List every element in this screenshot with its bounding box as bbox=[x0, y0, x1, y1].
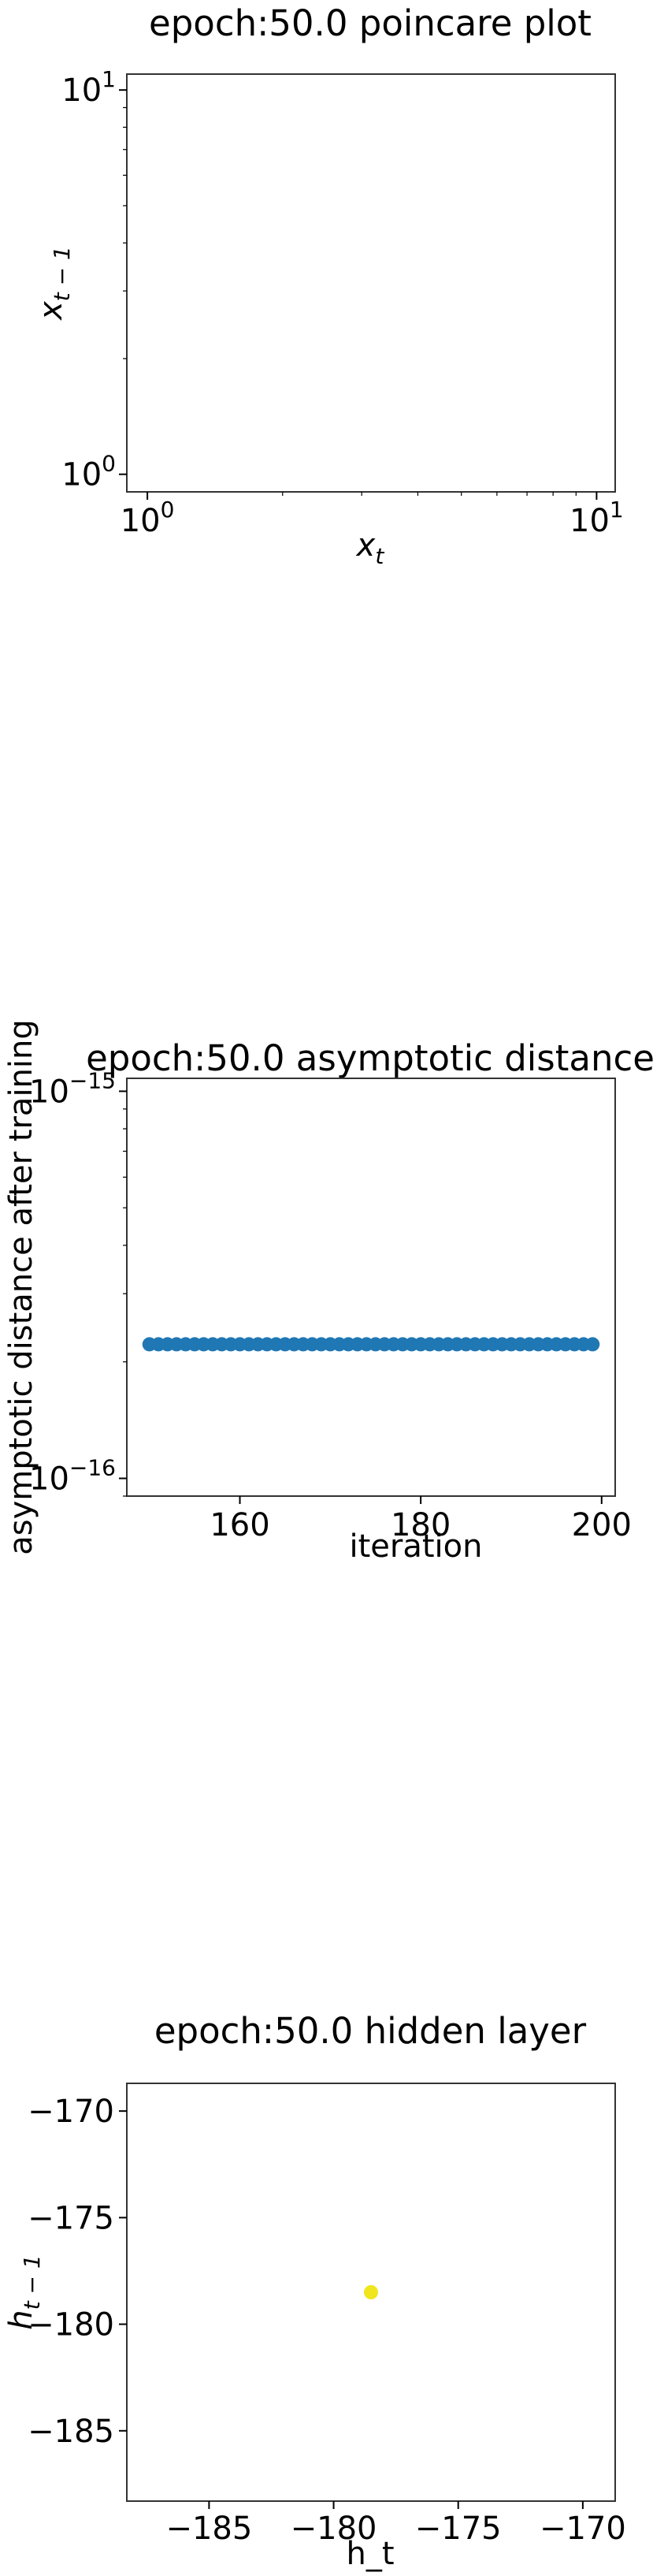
hidden-layer-y-tick-label: −185 bbox=[28, 2414, 114, 2450]
asymptotic-title: epoch:50.0 asymptotic distance bbox=[86, 1037, 653, 1079]
poincare-x-label: xt bbox=[355, 527, 385, 569]
asymptotic-points bbox=[142, 1337, 600, 1352]
asymptotic-y-tick-label: 10−15 bbox=[29, 1067, 116, 1110]
hidden-layer-y-tick-label: −170 bbox=[28, 2094, 114, 2130]
hidden-layer-plot-area bbox=[126, 2083, 616, 2502]
asymptotic-x-label: iteration bbox=[350, 1528, 483, 1565]
asymptotic-x-tick-label: 200 bbox=[572, 1507, 632, 1543]
poincare-title: epoch:50.0 poincare plot bbox=[149, 2, 592, 44]
poincare-chart: epoch:50.0 poincare plot 100 101 100 101 xt… bbox=[33, 2, 624, 569]
poincare-x-tick-label: 100 bbox=[121, 497, 175, 539]
hidden-layer-x-tick-label: −185 bbox=[165, 2511, 252, 2547]
hidden-layer-points bbox=[364, 2285, 378, 2299]
poincare-y-label: xt − 1 bbox=[33, 246, 75, 322]
poincare-y-tick-label: 100 bbox=[61, 451, 116, 493]
poincare-ticks: 100 101 100 101 bbox=[61, 66, 623, 539]
hidden-layer-ticks: −185 −180 −175 −170 −185 −180 −175 −170 bbox=[28, 2094, 626, 2547]
poincare-x-tick-label: 101 bbox=[570, 497, 624, 539]
asymptotic-chart: epoch:50.0 asymptotic distance 160 180 200… bbox=[3, 1019, 653, 1565]
asymptotic-ticks: 160 180 200 10−16 10−15 bbox=[29, 1067, 632, 1543]
asymptotic-x-tick-label: 160 bbox=[210, 1507, 269, 1543]
hidden-layer-x-label: h_t bbox=[346, 2536, 394, 2572]
hidden-layer-y-tick-label: −175 bbox=[28, 2200, 114, 2236]
asymptotic-x-tick-label: 180 bbox=[391, 1507, 451, 1543]
asymptotic-point bbox=[585, 1337, 600, 1352]
hidden-layer-chart: epoch:50.0 hidden layer −185 −180 −175 −170… bbox=[3, 2010, 626, 2572]
asymptotic-y-label: asymptotic distance after training bbox=[3, 1019, 39, 1555]
asymptotic-plot-area bbox=[126, 1078, 616, 1497]
hidden-layer-x-tick-label: −180 bbox=[291, 2511, 377, 2547]
hidden-layer-x-tick-label: −175 bbox=[415, 2511, 502, 2547]
poincare-y-tick-label: 101 bbox=[61, 66, 116, 109]
hidden-layer-x-tick-label: −170 bbox=[540, 2511, 626, 2547]
hidden-layer-y-tick-label: −180 bbox=[28, 2307, 114, 2343]
hidden-layer-title: epoch:50.0 hidden layer bbox=[154, 2010, 587, 2052]
asymptotic-y-tick-label: 10−16 bbox=[29, 1455, 116, 1498]
poincare-plot-area bbox=[126, 73, 616, 493]
hidden-layer-y-label: ht − 1 bbox=[3, 2254, 45, 2329]
hidden-layer-point bbox=[364, 2285, 378, 2299]
